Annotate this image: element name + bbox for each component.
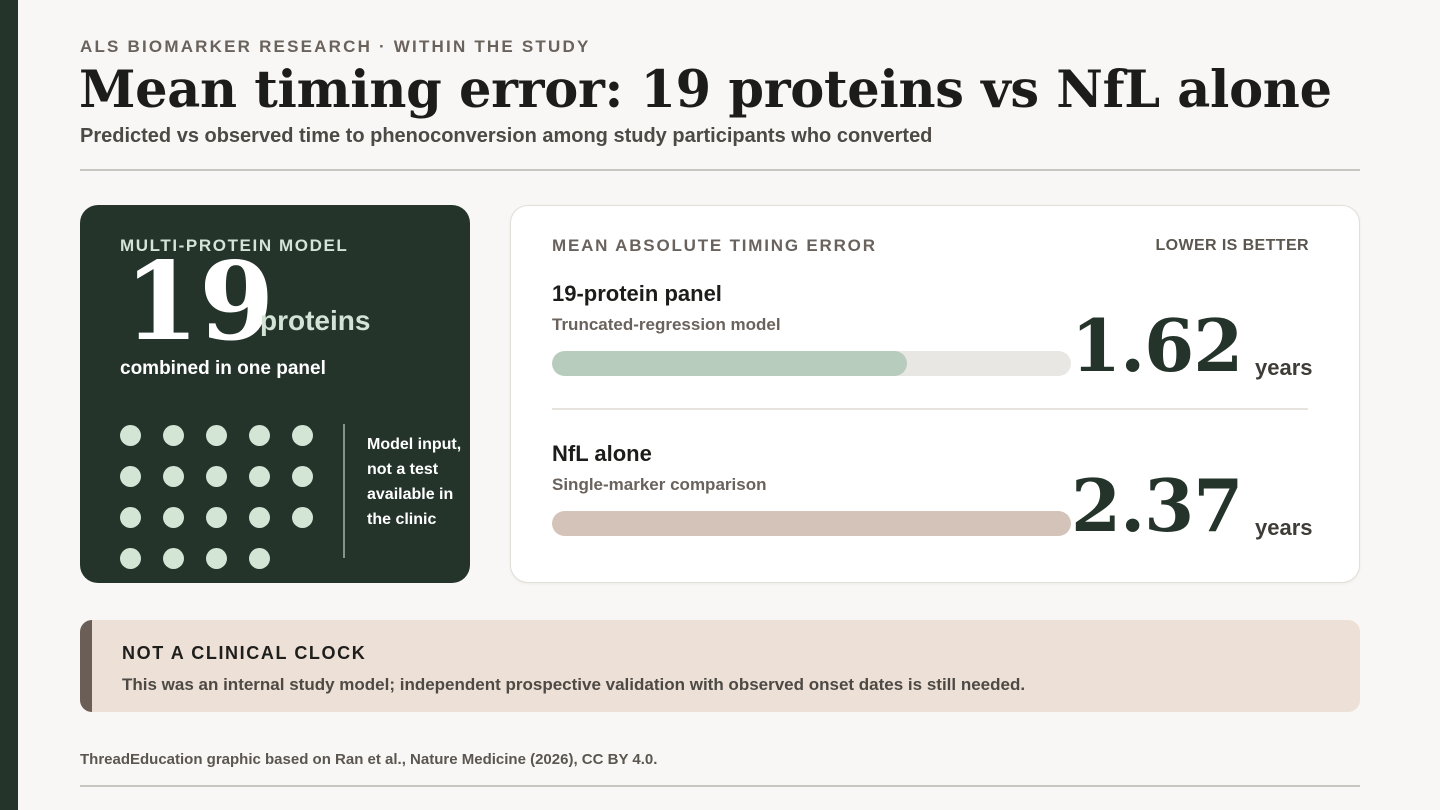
footer-divider: [80, 785, 1360, 787]
protein-dot: [163, 548, 184, 569]
protein-dot: [292, 425, 313, 446]
bar-label: 19-protein panel: [552, 281, 722, 306]
model-card: MULTI-PROTEIN MODEL 19 proteins combined…: [80, 205, 470, 583]
bar-row-nfl: NfL alone Single-marker comparison 2.37 …: [552, 438, 1322, 558]
model-card-divider: [343, 424, 345, 558]
left-accent-rail: [0, 0, 18, 810]
bar-value-unit: years: [1255, 515, 1313, 540]
timing-error-card: MEAN ABSOLUTE TIMING ERROR LOWER IS BETT…: [510, 205, 1360, 583]
protein-dot: [249, 507, 270, 528]
callout-title: NOT A CLINICAL CLOCK: [122, 643, 367, 663]
bar-description: Truncated-regression model: [552, 315, 781, 334]
protein-dot: [292, 507, 313, 528]
page-title: Mean timing error: 19 proteins vs NfL al…: [79, 60, 1332, 120]
protein-dot: [163, 507, 184, 528]
source-credit: ThreadEducation graphic based on Ran et …: [80, 751, 658, 768]
protein-dot: [206, 548, 227, 569]
protein-dot: [120, 507, 141, 528]
bar-nfl-alone: [552, 511, 1071, 536]
bar-value-unit: years: [1255, 355, 1313, 380]
protein-dot: [249, 548, 270, 569]
protein-dot: [206, 507, 227, 528]
bar-track: [552, 351, 1071, 376]
row-divider: [552, 408, 1308, 410]
protein-dot-grid: [120, 425, 320, 575]
chart-heading: MEAN ABSOLUTE TIMING ERROR: [552, 236, 877, 255]
protein-dot: [249, 466, 270, 487]
bar-row-protein-panel: 19-protein panel Truncated-regression mo…: [552, 278, 1322, 398]
bar-value-label: 1.62: [1071, 303, 1243, 388]
protein-count-unit: proteins: [260, 305, 371, 336]
protein-dot: [206, 466, 227, 487]
model-card-caption: combined in one panel: [120, 358, 326, 379]
callout-text: This was an internal study model; indepe…: [122, 675, 1026, 694]
protein-dot: [120, 466, 141, 487]
bar-protein-panel: [552, 351, 907, 376]
page-subtitle: Predicted vs observed time to phenoconve…: [80, 125, 933, 147]
callout-accent-bar: [80, 620, 92, 712]
kicker: ALS BIOMARKER RESEARCH · WITHIN THE STUD…: [80, 37, 591, 56]
model-card-note: Model input, not a test available in the…: [367, 436, 462, 528]
protein-dot: [249, 425, 270, 446]
header-divider: [80, 169, 1360, 171]
protein-dot: [120, 425, 141, 446]
protein-dot: [163, 425, 184, 446]
bar-value-label: 2.37: [1071, 463, 1243, 548]
bar-description: Single-marker comparison: [552, 475, 767, 494]
protein-dot: [292, 466, 313, 487]
bar-label: NfL alone: [552, 441, 652, 466]
protein-dot: [120, 548, 141, 569]
protein-dot: [163, 466, 184, 487]
protein-dot: [206, 425, 227, 446]
bar-track: [552, 511, 1071, 536]
lower-is-better-note: LOWER IS BETTER: [1155, 237, 1309, 254]
protein-count: 19: [124, 239, 275, 365]
model-card-label: MULTI-PROTEIN MODEL: [120, 236, 349, 255]
caution-callout: NOT A CLINICAL CLOCK This was an interna…: [80, 620, 1360, 712]
